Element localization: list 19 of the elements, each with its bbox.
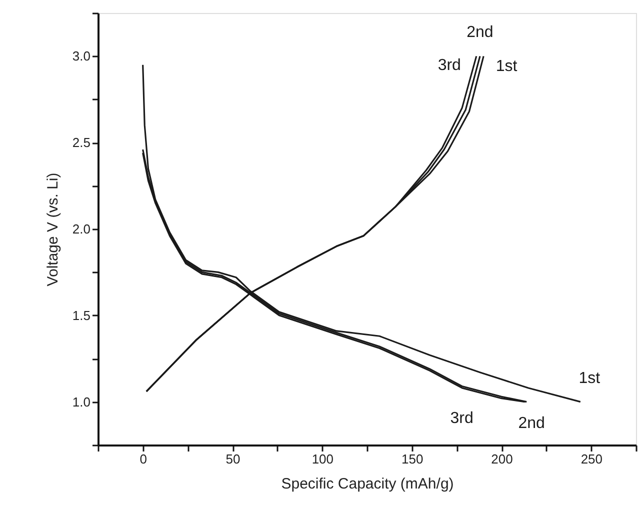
x-tick-label: 150 [401, 452, 424, 466]
y-tick-label: 1.5 [72, 308, 90, 323]
y-tick-label: 2.5 [72, 135, 90, 150]
series-label: 3rd [438, 57, 461, 74]
x-tick-label: 0 [140, 452, 147, 466]
y-tick-label: 3.0 [72, 48, 90, 64]
series-label: 3rd [450, 410, 474, 427]
x-axis-title: Specific Capacity (mAh/g) [281, 476, 454, 492]
series-label: 1st [578, 370, 601, 387]
y-tick-label: 2.0 [72, 222, 90, 236]
series-label: 2nd [466, 24, 494, 42]
x-tick-label: 200 [491, 452, 513, 466]
x-tick-label: 50 [226, 452, 240, 466]
x-tick-label: 100 [312, 452, 334, 466]
series-label: 2nd [518, 414, 545, 432]
y-axis-title: Voltage V (vs. Li) [44, 172, 62, 286]
y-tick-label: 1.0 [72, 394, 90, 410]
series-label: 1st [496, 58, 518, 76]
x-tick-label: 250 [580, 452, 603, 466]
